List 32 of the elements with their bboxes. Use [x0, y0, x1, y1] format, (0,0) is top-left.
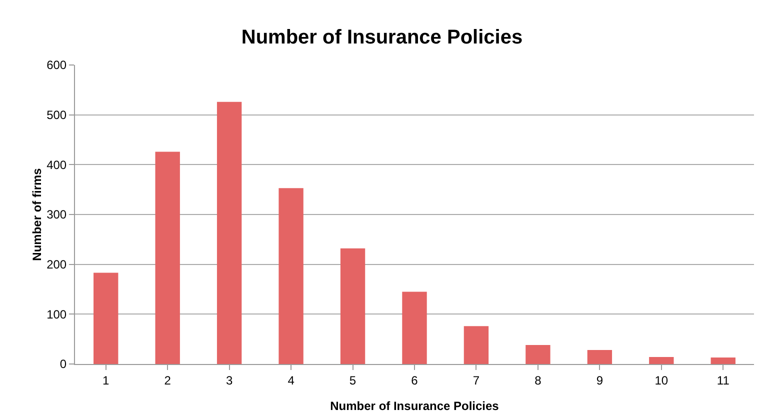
x-tick-label: 4 — [288, 373, 295, 388]
bar — [526, 345, 550, 364]
y-tick-label: 200 — [46, 258, 67, 272]
y-tick-label: 100 — [46, 307, 67, 322]
bar — [216, 102, 242, 364]
bar — [94, 272, 118, 364]
y-tick-label: 400 — [46, 158, 67, 172]
x-tick-label: 11 — [716, 373, 730, 388]
y-axis-title: Number of firms — [30, 168, 44, 261]
bar — [649, 357, 674, 364]
x-tick-label: 2 — [164, 373, 172, 388]
x-tick-label: 9 — [596, 373, 604, 388]
x-tick-label: 10 — [654, 373, 668, 388]
x-tick-label: 1 — [102, 373, 110, 388]
bar — [464, 326, 489, 364]
x-tick-label: 7 — [472, 373, 480, 388]
x-tick-label: 6 — [411, 373, 418, 388]
chart-title: Number of Insurance Policies — [241, 26, 523, 48]
y-tick-label: 500 — [46, 108, 67, 122]
x-tick-label: 3 — [226, 373, 233, 388]
y-tick-label: 0 — [60, 357, 67, 372]
bar — [402, 292, 427, 364]
bar — [587, 350, 612, 364]
y-tick-label: 600 — [46, 58, 67, 72]
bar — [340, 248, 366, 364]
x-tick-label: 8 — [534, 373, 542, 388]
bar — [278, 188, 304, 364]
y-tick-label: 300 — [46, 208, 67, 222]
bar — [710, 358, 736, 364]
x-tick-label: 5 — [349, 373, 356, 388]
bar — [155, 152, 180, 364]
x-axis-title: Number of Insurance Policies — [330, 399, 500, 413]
